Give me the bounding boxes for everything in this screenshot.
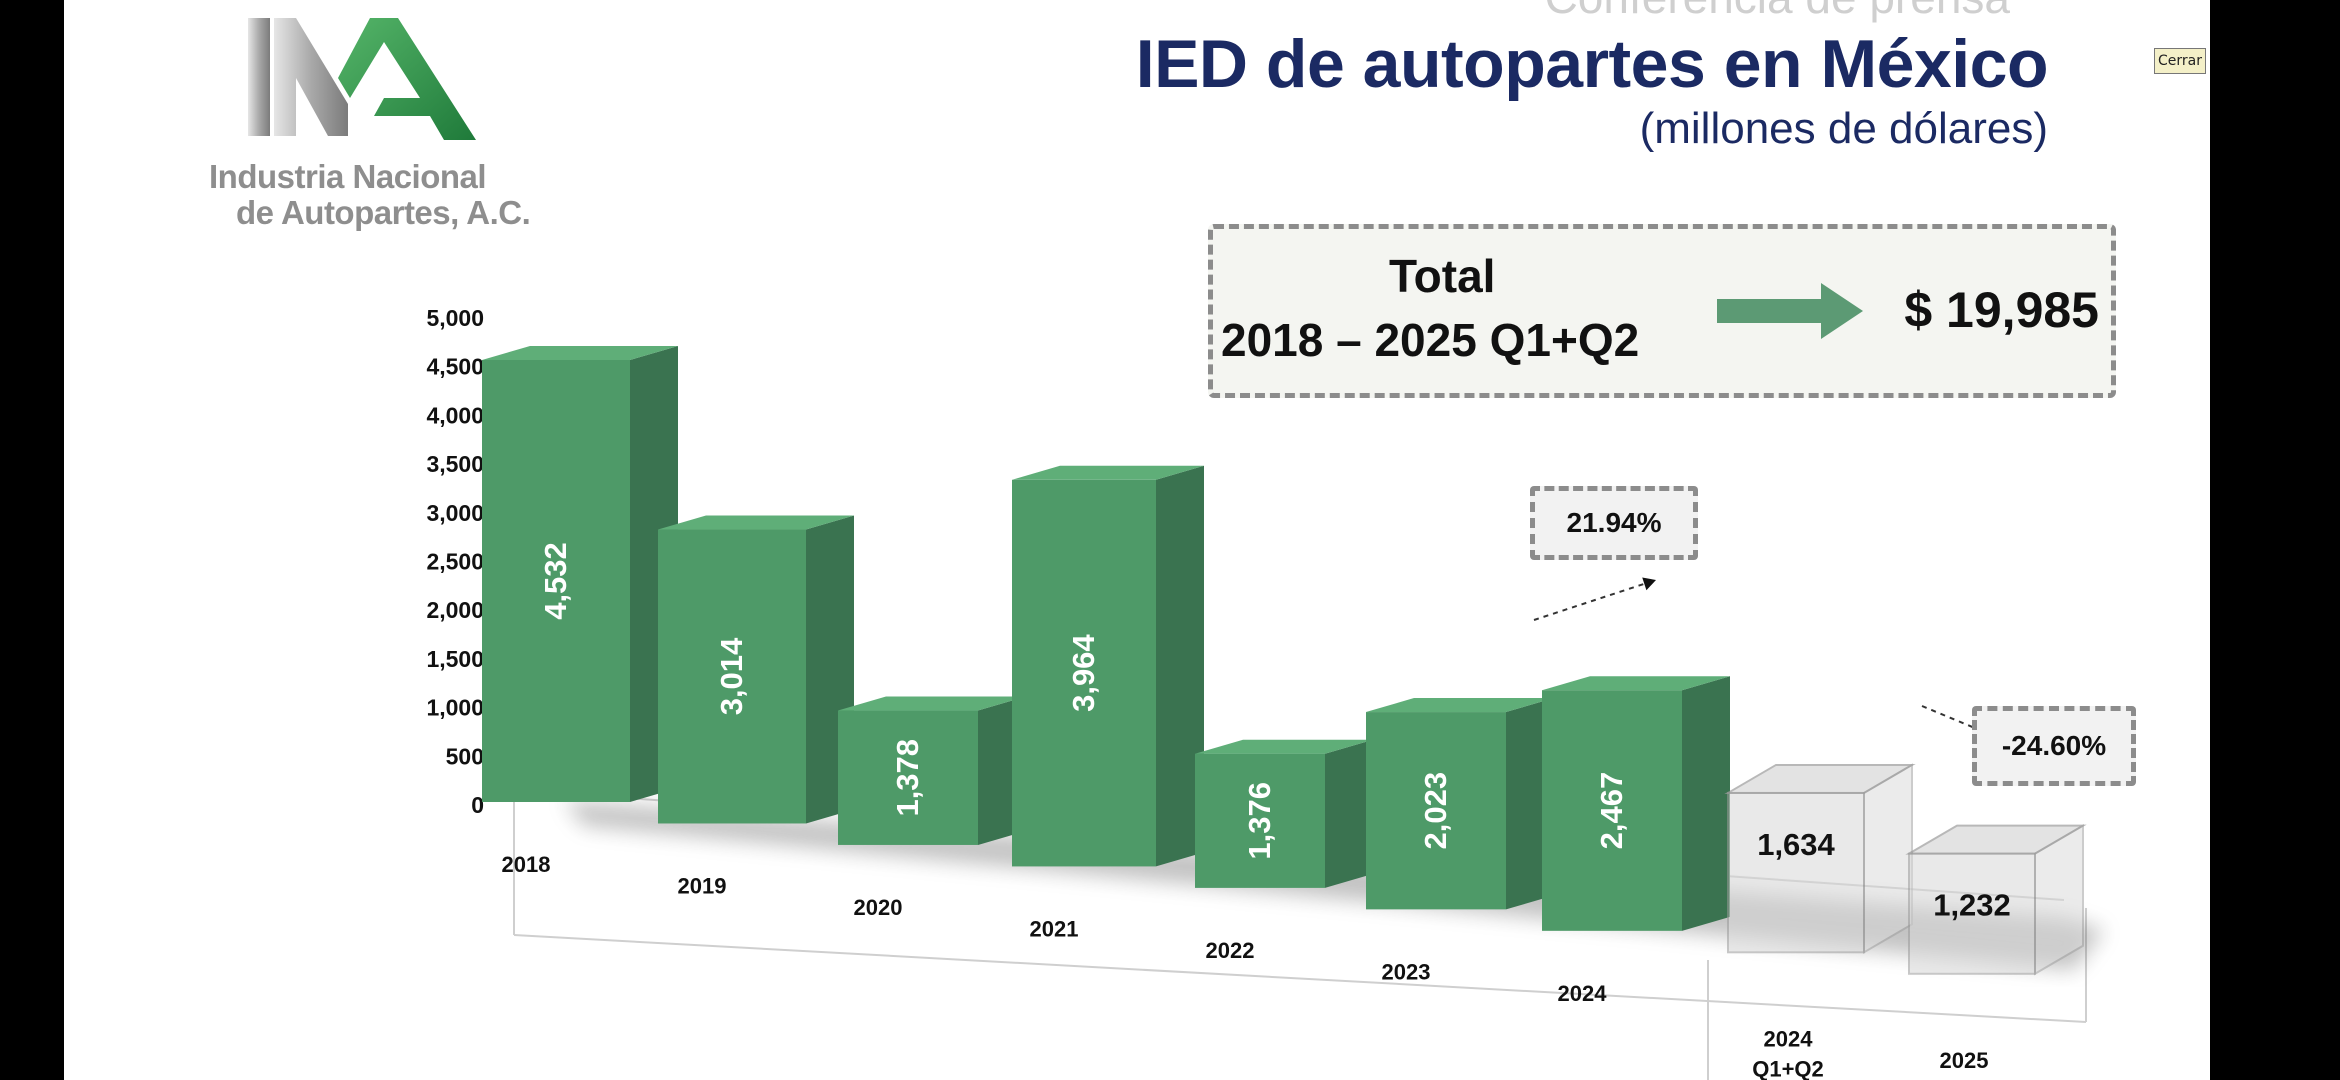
- total-value: $ 19,985: [1904, 282, 2099, 338]
- y-tick-label: 1,000: [426, 695, 484, 721]
- bar-value-label: 2,023: [1418, 772, 1453, 850]
- y-tick-label: 0: [471, 792, 484, 818]
- logo-text-line2: de Autopartes, A.C.: [236, 194, 531, 231]
- bar-front: [1195, 753, 1325, 888]
- bar-front: [1012, 479, 1156, 867]
- bar-front: [1727, 791, 1865, 954]
- total-box: Total 2018 – 2025 Q1+Q2 $ 19,985: [1208, 224, 2116, 398]
- ina-logo: Industria Nacional de Autopartes, A.C.: [144, 12, 544, 242]
- callout-annual-change: 21.94%: [1530, 486, 1698, 560]
- bar: 4,532: [482, 346, 678, 802]
- bar-top: [1542, 676, 1730, 691]
- y-tick-label: 2,000: [426, 597, 484, 623]
- bar-front: [1908, 852, 2036, 975]
- bar-side: [1863, 763, 1913, 955]
- x-tick-label: 2024 Q1+Q2: [1752, 1026, 1824, 1080]
- bar: 1,378: [838, 696, 1026, 845]
- bar-top: [1366, 698, 1554, 713]
- callout-half-change: -24.60%: [1972, 706, 2136, 786]
- x-tick-label: 2021: [1030, 916, 1079, 941]
- bar-front: [838, 710, 978, 845]
- y-tick-label: 5,000: [426, 305, 484, 331]
- bar-top: [1012, 465, 1204, 480]
- bar: 1,634: [1724, 763, 1916, 955]
- bar-value-label: 1,376: [1242, 782, 1277, 860]
- bar-top: [1195, 739, 1373, 754]
- bar-side: [1156, 465, 1204, 867]
- bar-value-label: 3,014: [714, 637, 749, 715]
- bar-chart: 0 500 1,000 1,500 2,000 2,500 3,000 3,500 4,000 4…: [426, 305, 2108, 1080]
- y-tick-label: 1,500: [426, 646, 484, 672]
- bar-value-label: 1,378: [890, 739, 925, 817]
- dashed-arrow-icon: [1533, 577, 1657, 621]
- total-range: 2018 – 2025 Q1+Q2: [1221, 314, 1640, 366]
- bar: 3,014: [658, 515, 854, 824]
- total-label: Total: [1389, 250, 1496, 302]
- y-tick-label: 500: [446, 743, 484, 769]
- slide: Industria Nacional de Autopartes, A.C. C…: [64, 0, 2210, 1080]
- units-label: (millones de dólares): [1639, 104, 2048, 153]
- y-tick-label: 2,500: [426, 549, 484, 575]
- bar-side: [1682, 676, 1730, 931]
- y-tick-label: 3,500: [426, 451, 484, 477]
- bar-side: [1325, 739, 1373, 888]
- bar-front: [482, 360, 630, 802]
- bar-value-label: 2,467: [1594, 772, 1629, 850]
- y-tick-label: 4,000: [426, 402, 484, 428]
- close-button[interactable]: Cerrar: [2154, 48, 2206, 74]
- bar-top: [482, 346, 678, 360]
- x-tick-label: 2024: [1558, 981, 1608, 1006]
- x-tick-label: 2020: [854, 895, 903, 920]
- ina-logo-mark: [248, 18, 476, 140]
- x-tick-label: 2022: [1206, 938, 1255, 963]
- page-title: IED de autopartes en México: [1135, 26, 2049, 102]
- bar-top: [838, 696, 1026, 711]
- bar: 1,376: [1195, 739, 1373, 888]
- y-tick-label: 3,000: [426, 500, 484, 526]
- bar: 2,023: [1366, 698, 1554, 910]
- x-tick-label: 2019: [678, 873, 727, 898]
- bar-value-label: 4,532: [538, 542, 573, 620]
- bar: 2,467: [1542, 676, 1730, 931]
- y-tick-label: 4,500: [426, 354, 484, 380]
- bar-front: [1366, 712, 1506, 910]
- bar-top: [658, 515, 854, 530]
- right-arrow-icon: [1717, 283, 1863, 339]
- bar: 3,964: [1012, 465, 1204, 867]
- bar: 1,232: [1905, 823, 2087, 976]
- logo-text-line1: Industria Nacional: [209, 158, 487, 195]
- x-tick-label: 2023: [1382, 959, 1431, 984]
- press-conference-label: Conferencia de prensa: [1545, 0, 2010, 24]
- x-tick-label: 2018: [502, 852, 551, 877]
- bar-front: [658, 529, 806, 824]
- bar-front: [1542, 690, 1682, 931]
- bar-value-label: 1,634: [1757, 827, 1835, 862]
- bar-value-label: 1,232: [1933, 888, 2011, 923]
- bar-value-label: 3,964: [1066, 634, 1101, 712]
